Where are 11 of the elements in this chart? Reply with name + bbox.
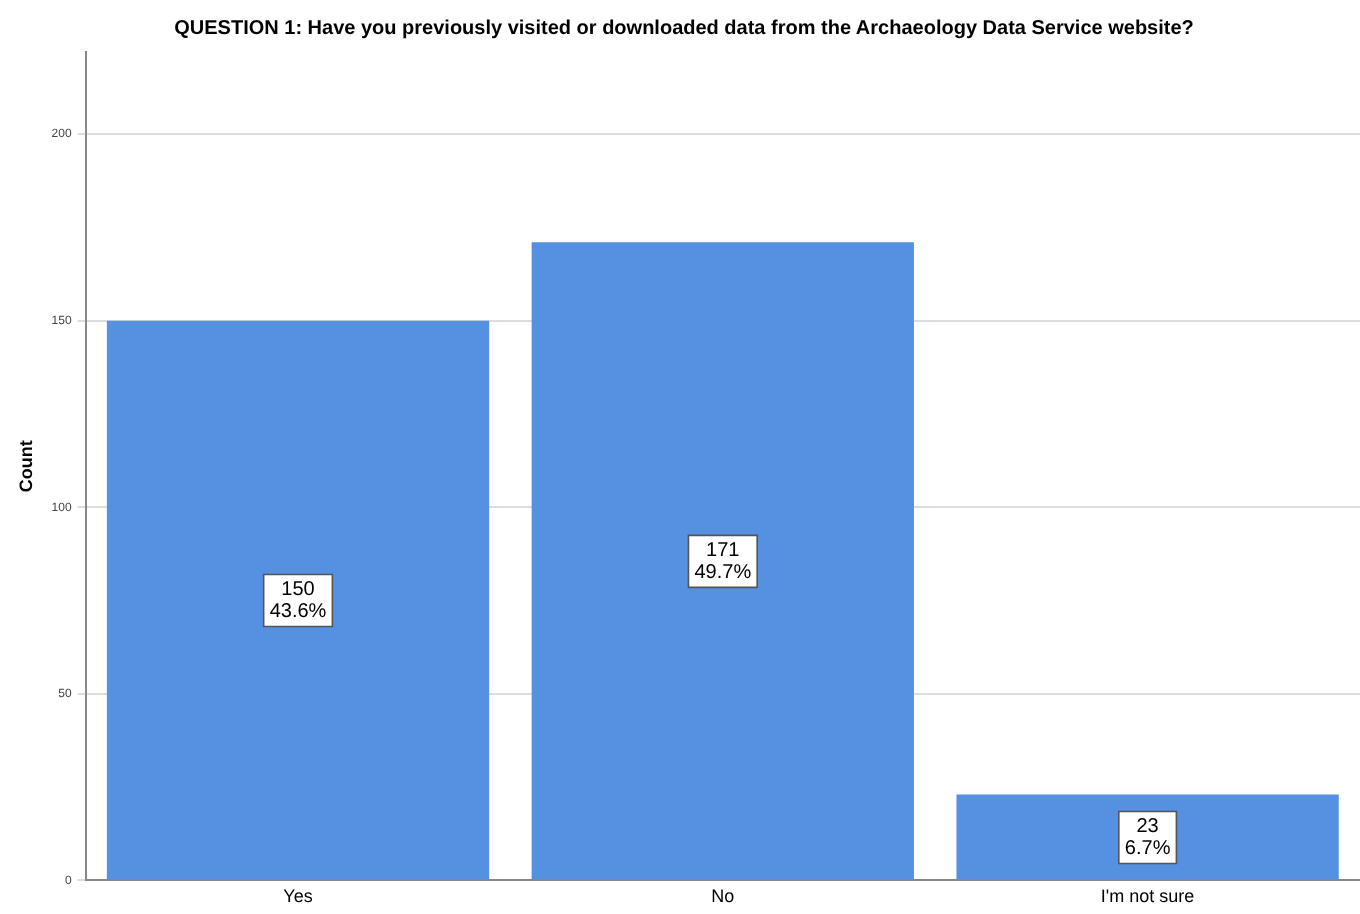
data-label: 23 6.7% bbox=[1124, 815, 1171, 860]
bar bbox=[531, 242, 914, 880]
y-axis-title: Count bbox=[15, 440, 36, 493]
x-tick-label: No bbox=[711, 886, 735, 907]
chart-title: QUESTION 1: Have you previously visited or downloaded data from the Archaeology Data Service website? bbox=[174, 17, 1194, 40]
data-label: 150 43.6% bbox=[269, 579, 327, 624]
bar bbox=[106, 320, 490, 880]
data-label: 171 49.7% bbox=[694, 539, 752, 584]
x-tick-label: Yes bbox=[283, 886, 314, 907]
bar bbox=[956, 794, 1339, 880]
x-tick-label: I'm not sure bbox=[1100, 886, 1195, 907]
